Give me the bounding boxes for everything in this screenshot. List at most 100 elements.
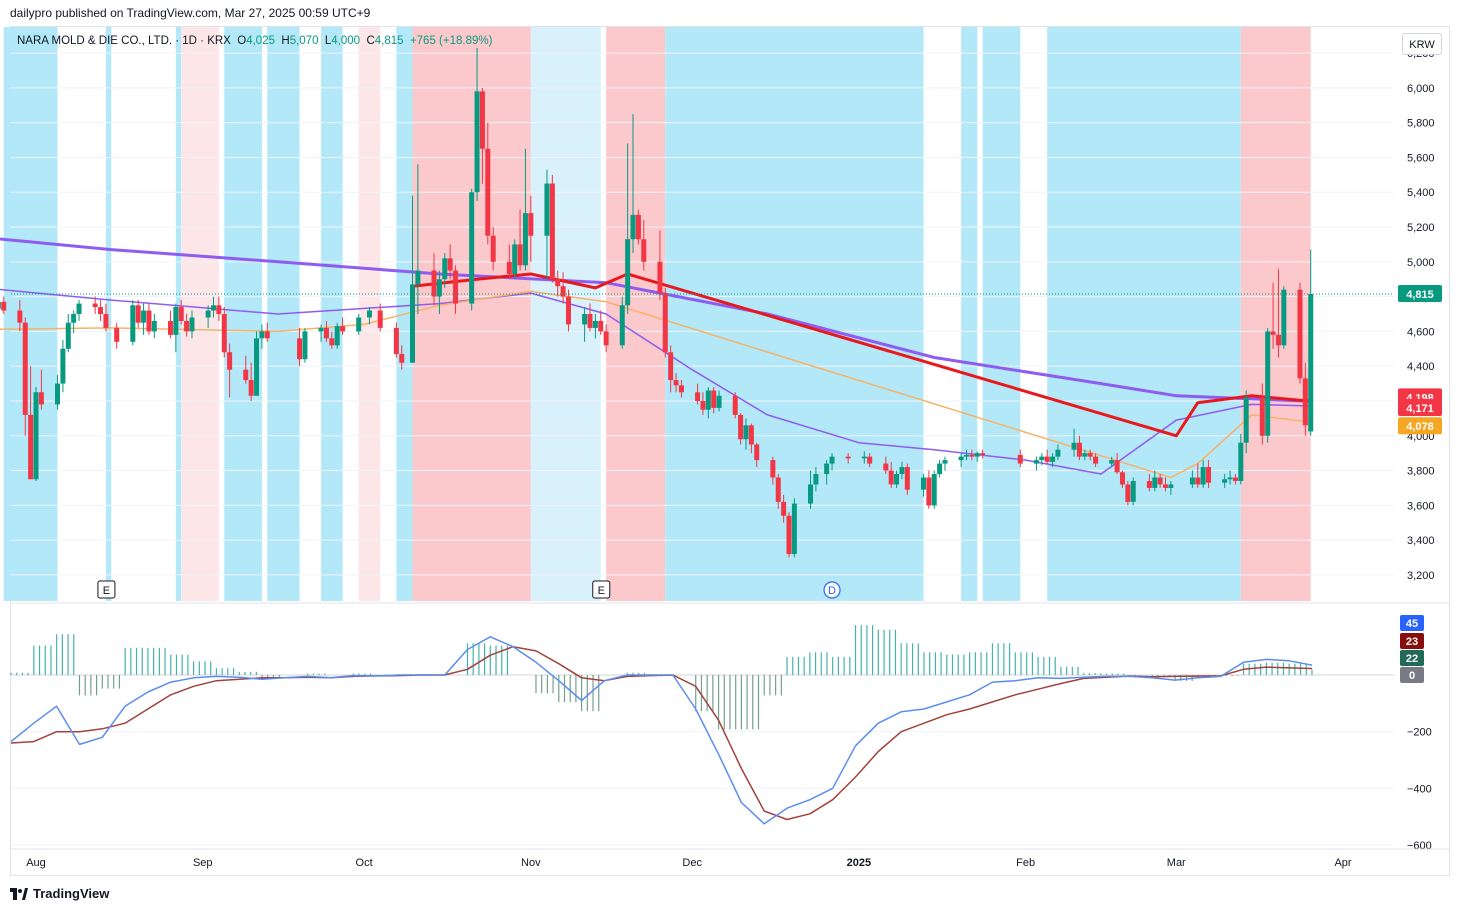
candle-body xyxy=(1206,467,1212,483)
candle xyxy=(781,494,787,523)
candle-body xyxy=(436,279,442,297)
candle xyxy=(1109,456,1115,468)
candle-body xyxy=(625,239,631,306)
macd-value-text: 0 xyxy=(1409,670,1415,682)
dividend-marker-icon xyxy=(823,581,841,599)
ma-line-1 xyxy=(0,288,1311,475)
candle xyxy=(705,387,711,419)
time-tick-label: Aug xyxy=(26,857,46,869)
candle-body xyxy=(641,239,647,262)
candle-body xyxy=(883,463,889,471)
candle xyxy=(926,470,932,509)
currency-button[interactable]: KRW xyxy=(1402,33,1442,55)
candle xyxy=(184,314,190,337)
price-tick-label: 5,800 xyxy=(1407,118,1435,130)
candle-body xyxy=(544,183,550,236)
candle-body xyxy=(705,390,711,410)
candle-body xyxy=(1163,484,1169,488)
candle-body xyxy=(662,293,668,353)
tradingview-logo-icon xyxy=(10,887,28,900)
candle xyxy=(506,244,512,280)
candle xyxy=(1265,327,1271,443)
candle-body xyxy=(103,314,109,328)
legend-close-key: C xyxy=(363,35,375,47)
candle-body xyxy=(1232,477,1238,481)
candle xyxy=(899,461,905,480)
legend-high-key: H xyxy=(278,35,290,47)
candle xyxy=(904,463,910,495)
candle-body xyxy=(178,307,184,321)
candle xyxy=(813,467,819,492)
macd-value-text: 45 xyxy=(1406,618,1418,630)
event-marker-label: E xyxy=(103,585,110,597)
macd-value-bg xyxy=(1400,633,1424,649)
candle xyxy=(748,423,754,454)
candle-body xyxy=(1302,378,1308,426)
candle-body xyxy=(1093,456,1099,464)
band-0 xyxy=(3,27,58,601)
candle-body xyxy=(1200,467,1206,485)
candle-body xyxy=(743,425,749,440)
candle xyxy=(1163,477,1169,492)
candle-body xyxy=(1259,397,1265,436)
candle-body xyxy=(340,326,346,332)
candle-body xyxy=(1308,293,1314,432)
candle xyxy=(635,209,641,245)
candle xyxy=(770,456,776,485)
candle-body xyxy=(528,213,534,236)
time-tick-label: Dec xyxy=(682,857,702,869)
legend-change-value: +765 (+18.89%) xyxy=(409,35,493,47)
macd-value-label: 45 xyxy=(1400,615,1424,631)
price-label-text: 4,815 xyxy=(1406,289,1434,301)
earnings-marker-icon xyxy=(592,580,611,599)
candle-body xyxy=(786,515,792,555)
candle-body xyxy=(22,322,28,415)
candle xyxy=(469,188,475,311)
candle xyxy=(254,331,260,396)
price-label: 4,815 xyxy=(1398,284,1442,302)
candle-body xyxy=(813,474,819,485)
candle-body xyxy=(264,331,270,339)
candle-body xyxy=(657,261,663,294)
candlesticks xyxy=(0,47,1394,558)
candle-body xyxy=(598,320,604,332)
event-marker-label: D xyxy=(828,585,836,597)
candle xyxy=(980,449,986,459)
candle-body xyxy=(366,310,372,318)
candle xyxy=(1130,477,1136,506)
candle-body xyxy=(474,91,480,193)
candle xyxy=(625,143,631,314)
price-tick-label: 3,200 xyxy=(1407,570,1435,582)
candle-body xyxy=(1227,477,1233,480)
candle xyxy=(1168,480,1174,495)
candle xyxy=(1275,268,1281,358)
candle-body xyxy=(146,310,152,332)
candle-body xyxy=(141,310,147,323)
candle-body xyxy=(555,279,561,287)
candle xyxy=(366,307,372,325)
price-label-bg xyxy=(1398,417,1442,435)
candle-body xyxy=(28,414,34,480)
candle xyxy=(883,456,889,475)
candle xyxy=(1071,428,1077,457)
candle xyxy=(582,307,588,342)
band-6 xyxy=(321,27,343,601)
candle-body xyxy=(587,314,593,328)
candle-body xyxy=(1297,289,1303,379)
candle xyxy=(920,474,926,497)
candle-body xyxy=(506,261,512,274)
candle-body xyxy=(974,453,980,457)
candle xyxy=(743,418,749,450)
candle xyxy=(668,345,674,393)
candle xyxy=(1157,474,1163,488)
band-14 xyxy=(982,27,1021,601)
candle xyxy=(248,362,254,401)
macd-tick-label: −600 xyxy=(1407,840,1432,852)
signal-line xyxy=(10,645,1313,821)
candle xyxy=(958,453,964,468)
candle-body xyxy=(1119,472,1125,485)
candle-body xyxy=(297,338,303,360)
candle xyxy=(829,453,835,471)
